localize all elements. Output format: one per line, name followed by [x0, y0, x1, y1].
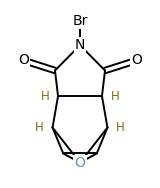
Text: O: O — [75, 156, 85, 170]
Text: Br: Br — [72, 14, 88, 28]
Text: N: N — [75, 38, 85, 52]
Text: H: H — [116, 121, 125, 134]
Text: H: H — [35, 121, 44, 134]
Text: O: O — [131, 53, 142, 67]
Text: O: O — [18, 53, 29, 67]
Text: H: H — [110, 90, 119, 103]
Text: H: H — [41, 90, 50, 103]
